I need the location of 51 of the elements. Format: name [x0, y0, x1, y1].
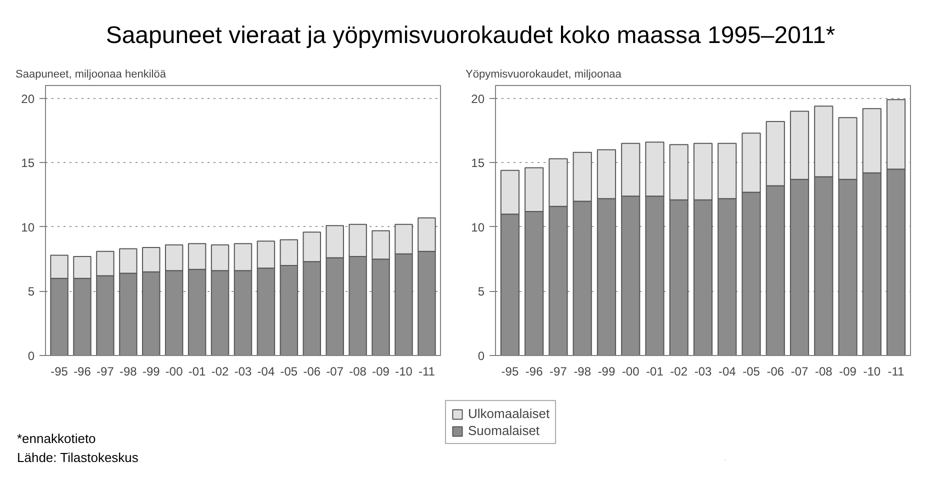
y-tick-label: 15 — [21, 156, 35, 170]
y-tick-label: 5 — [28, 284, 35, 299]
x-tick-label: -07 — [326, 364, 344, 378]
x-tick-label: -96 — [525, 364, 544, 378]
x-tick-label: -05 — [280, 364, 298, 378]
x-tick-label: -00 — [165, 364, 184, 378]
x-tick-label: -08 — [349, 364, 367, 378]
text: *ennakkotieto — [17, 431, 96, 446]
x-tick-label: -06 — [766, 364, 784, 378]
x-tick-label: -97 — [96, 364, 114, 378]
x-tick-label: -05 — [742, 364, 760, 378]
x-tick-label: -06 — [303, 364, 321, 378]
y-tick-label: 20 — [471, 92, 485, 106]
x-tick-label: -10 — [395, 364, 413, 378]
x-tick-label: -10 — [863, 364, 881, 378]
x-tick-label: -09 — [372, 364, 390, 378]
x-tick-label: -98 — [574, 364, 592, 378]
y-tick-label: 15 — [471, 156, 485, 170]
x-tick-label: -95 — [50, 364, 68, 378]
text: Lähde: Tilastokeskus — [17, 450, 138, 465]
y-tick-label: 0 — [28, 349, 35, 363]
x-tick-label: -09 — [839, 364, 857, 378]
x-tick-label: -04 — [257, 364, 275, 378]
y-tick-label: 20 — [21, 92, 35, 106]
y-tick-label: 10 — [471, 220, 485, 234]
x-tick-label: -11 — [888, 364, 905, 378]
x-tick-label: -99 — [598, 364, 616, 378]
x-tick-label: -11 — [418, 364, 436, 378]
y-tick-label: 10 — [21, 220, 35, 234]
chart-title: Saapuneet vieraat ja yöpymisvuorokaudet koko maassa 1995–2011* — [106, 21, 836, 51]
y-tick-label: 5 — [478, 284, 485, 299]
x-tick-label: -01 — [188, 364, 206, 378]
x-tick-label: -01 — [646, 364, 664, 378]
x-tick-label: -98 — [120, 364, 138, 378]
legend-label: Ulkomaalaiset — [468, 406, 550, 421]
y-axis-title: Yöpymisvuorokaudet, miljoonaa — [466, 68, 622, 80]
x-tick-label: -00 — [622, 364, 640, 378]
y-axis-title: Saapuneet, miljoonaa henkilöä — [16, 68, 167, 80]
x-tick-label: -02 — [211, 364, 230, 378]
x-tick-label: -03 — [234, 364, 252, 378]
x-tick-label: -96 — [74, 364, 92, 378]
x-tick-label: -07 — [790, 364, 809, 378]
x-tick-label: -02 — [670, 364, 688, 378]
x-tick-label: -03 — [694, 364, 712, 378]
x-tick-label: -04 — [718, 364, 736, 378]
x-tick-label: -97 — [550, 364, 568, 378]
legend-label: Suomalaiset — [468, 423, 540, 438]
x-tick-label: -99 — [142, 364, 160, 378]
x-tick-label: -95 — [501, 364, 519, 378]
y-tick-label: 0 — [478, 349, 485, 363]
x-tick-label: -08 — [814, 364, 833, 378]
